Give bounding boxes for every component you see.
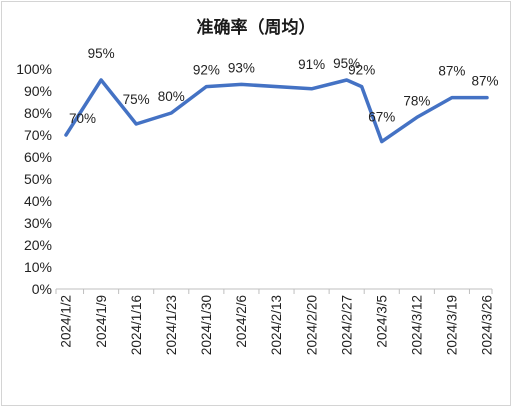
data-label: 67%: [368, 110, 395, 125]
x-tick-label: 2024/1/30: [199, 295, 214, 355]
y-tick-label: 60%: [24, 149, 52, 165]
data-labels: 70%95%75% 80%92% 93% 91% 95%92%67%78%87%87%: [69, 46, 499, 126]
data-label: 91%: [298, 57, 325, 72]
y-tick-label: 50%: [24, 171, 52, 187]
y-axis: 0% 10% 20% 30% 40% 50% 60% 70% 80% 90% 100%: [16, 61, 52, 297]
y-tick-label: 0%: [32, 281, 52, 297]
data-label: 95%: [88, 46, 115, 61]
y-tick-label: 40%: [24, 193, 52, 209]
series-layer: [64, 78, 489, 144]
chart-title: 准确率（周均）: [197, 17, 316, 38]
x-tick-label: 2024/2/20: [304, 295, 319, 355]
y-tick-label: 30%: [24, 215, 52, 231]
x-tick-label: 2024/1/2: [59, 295, 74, 348]
y-tick-label: 100%: [16, 61, 52, 77]
y-tick-label: 90%: [24, 83, 52, 99]
data-label: 70%: [69, 111, 96, 126]
x-tick-label: 2024/2/6: [234, 295, 249, 348]
x-tick-label: 2024/1/23: [164, 295, 179, 355]
y-tick-label: 80%: [24, 105, 52, 121]
x-tick-label: 2024/3/26: [480, 295, 495, 355]
data-label: 92%: [348, 63, 375, 78]
y-tick-label: 70%: [24, 127, 52, 143]
x-axis: 2024/1/2 2024/1/9 2024/1/16 2024/1/23 2024/1…: [55, 288, 495, 355]
data-label: 87%: [471, 74, 498, 89]
data-label: 93%: [228, 60, 255, 75]
y-tick-label: 10%: [24, 259, 52, 275]
data-label: 78%: [403, 93, 430, 108]
data-label: 75%: [123, 92, 150, 107]
x-tick-label: 2024/3/12: [410, 295, 425, 355]
x-tick-label: 2024/1/9: [94, 295, 109, 348]
x-tick-label: 2024/3/5: [374, 295, 389, 348]
data-label: 80%: [158, 89, 185, 104]
data-label: 95%: [333, 56, 360, 71]
x-tick-label: 2024/1/16: [129, 295, 144, 355]
x-tick-label: 2024/2/13: [269, 295, 284, 355]
x-tick-label: 2024/2/27: [339, 295, 354, 355]
data-label: 87%: [438, 64, 465, 79]
data-label: 92%: [193, 63, 220, 78]
series-line: [64, 78, 489, 144]
y-tick-label: 20%: [24, 237, 52, 253]
x-tick-label: 2024/3/19: [445, 295, 460, 355]
